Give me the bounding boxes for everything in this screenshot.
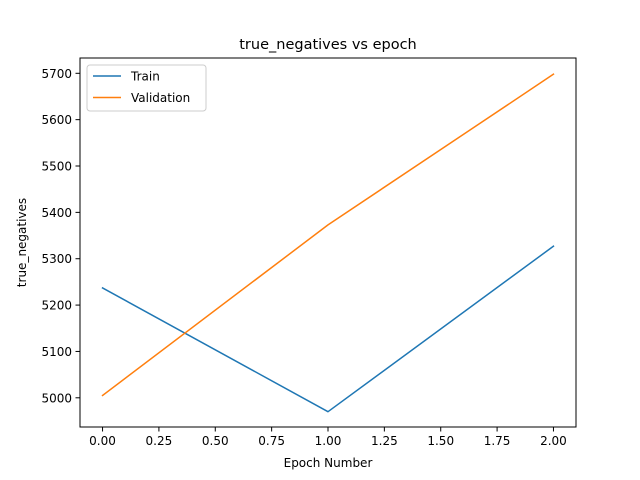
y-axis-ticks: 5000 5100 5200 5300 5400 5500 5600 5700 (41, 67, 80, 405)
series-lines (101, 73, 555, 413)
plot-frame (79, 57, 577, 428)
x-tick-label: 0.00 (89, 434, 116, 448)
y-tick-label: 5300 (41, 252, 72, 266)
y-tick-label: 5600 (41, 113, 72, 127)
series-line-validation (101, 73, 555, 397)
x-tick-label: 1.50 (427, 434, 454, 448)
y-tick-label: 5400 (41, 206, 72, 220)
x-tick-label: 1.25 (371, 434, 398, 448)
y-tick-label: 5500 (41, 160, 72, 174)
x-axis-label: Epoch Number (284, 456, 373, 470)
x-axis-ticks: 0.00 0.25 0.50 0.75 1.00 1.25 1.50 1.75 2.00 (89, 427, 567, 448)
y-tick-label: 5000 (41, 391, 72, 405)
legend-label-train: Train (130, 70, 160, 84)
y-axis-label: true_negatives (15, 198, 29, 287)
chart-title: true_negatives vs epoch (239, 37, 417, 53)
x-tick-label: 0.25 (146, 434, 173, 448)
x-tick-label: 1.00 (315, 434, 342, 448)
legend: Train Validation (86, 64, 207, 112)
x-tick-label: 2.00 (540, 434, 567, 448)
y-tick-label: 5200 (41, 299, 72, 313)
series-line-train (101, 245, 555, 413)
legend-label-validation: Validation (131, 91, 190, 105)
y-tick-label: 5100 (41, 345, 72, 359)
y-tick-label: 5700 (41, 67, 72, 81)
x-tick-label: 0.75 (258, 434, 285, 448)
x-tick-label: 0.50 (202, 434, 229, 448)
x-tick-label: 1.75 (484, 434, 511, 448)
